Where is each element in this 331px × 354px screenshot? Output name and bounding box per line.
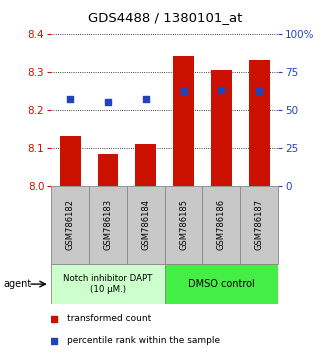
Text: GSM786184: GSM786184 [141,199,150,250]
Bar [211,70,232,186]
Text: Notch inhibitor DAPT
(10 μM.): Notch inhibitor DAPT (10 μM.) [63,274,153,294]
Text: GSM786182: GSM786182 [66,199,75,250]
Bar [89,186,127,264]
Text: GSM786183: GSM786183 [104,199,113,250]
Bar [51,264,165,304]
Point [105,99,111,105]
Point [51,316,56,321]
Text: GSM786185: GSM786185 [179,199,188,250]
Bar [127,186,165,264]
Text: agent: agent [3,279,31,289]
Bar [165,186,203,264]
Point [51,338,56,343]
Bar [173,57,194,186]
Bar [203,186,240,264]
Bar [240,186,278,264]
Text: DMSO control: DMSO control [188,279,255,289]
Bar [51,186,89,264]
Text: transformed count: transformed count [67,314,151,323]
Text: percentile rank within the sample: percentile rank within the sample [67,336,220,345]
Bar [98,154,118,186]
Bar [135,144,156,186]
Point [257,88,262,94]
Bar [165,264,278,304]
Point [181,88,186,94]
Text: GSM786186: GSM786186 [217,199,226,250]
Point [143,96,148,102]
Text: GDS4488 / 1380101_at: GDS4488 / 1380101_at [88,11,243,24]
Point [219,87,224,93]
Text: GSM786187: GSM786187 [255,199,264,250]
Bar [60,136,80,186]
Bar [249,60,269,186]
Point [68,96,73,102]
